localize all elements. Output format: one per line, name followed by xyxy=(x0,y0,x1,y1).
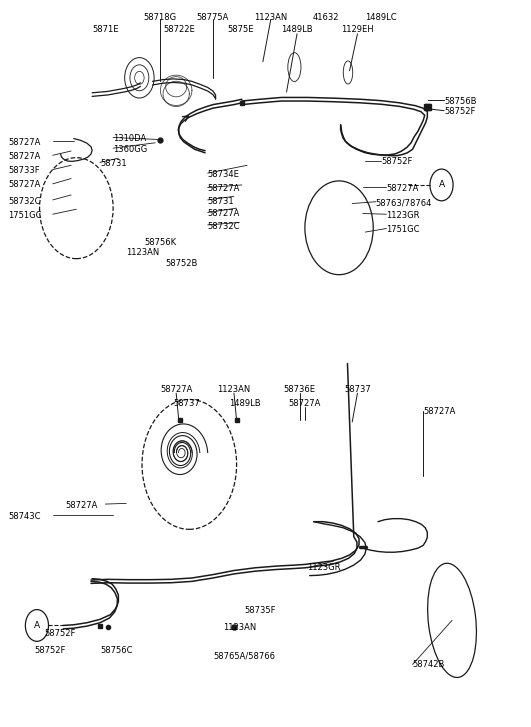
Text: 1129EH: 1129EH xyxy=(341,25,374,34)
Text: 58763/78764: 58763/78764 xyxy=(376,198,432,207)
Text: 58752B: 58752B xyxy=(166,259,198,268)
Text: 1123AN: 1123AN xyxy=(224,622,256,632)
Text: 58727A: 58727A xyxy=(8,137,40,147)
Text: 58727A: 58727A xyxy=(423,407,456,417)
Text: 58732C: 58732C xyxy=(8,196,40,206)
Text: 1489LB: 1489LB xyxy=(229,399,260,408)
Text: 1123GR: 1123GR xyxy=(307,563,341,572)
Text: 1123AN: 1123AN xyxy=(126,249,159,257)
Text: 1489LC: 1489LC xyxy=(365,12,397,22)
Text: 58756B: 58756B xyxy=(444,97,477,105)
Text: 58727A: 58727A xyxy=(8,152,40,161)
Text: 58737: 58737 xyxy=(173,399,200,408)
Text: 58736E: 58736E xyxy=(284,385,315,394)
Text: 1489LB: 1489LB xyxy=(281,25,313,34)
Text: 58727A: 58727A xyxy=(208,184,240,193)
Text: 5871E: 5871E xyxy=(92,25,118,34)
Text: 58752F: 58752F xyxy=(35,646,66,655)
Text: 58756K: 58756K xyxy=(144,238,177,246)
Text: 58727A: 58727A xyxy=(387,184,419,193)
Text: 58731: 58731 xyxy=(100,159,126,168)
Text: 58727A: 58727A xyxy=(66,501,98,510)
Text: 58743C: 58743C xyxy=(8,513,40,521)
Text: A: A xyxy=(34,621,40,630)
Text: 58718G: 58718G xyxy=(144,12,177,22)
Text: 58765A/58766: 58765A/58766 xyxy=(213,651,275,660)
Text: 1751GC: 1751GC xyxy=(8,211,41,220)
Text: 1123GR: 1123GR xyxy=(387,211,420,220)
Text: 58727A: 58727A xyxy=(8,180,40,190)
Text: 58722E: 58722E xyxy=(163,25,195,34)
Text: 5875E: 5875E xyxy=(228,25,254,34)
Text: 58752F: 58752F xyxy=(381,157,413,166)
Text: 1751GC: 1751GC xyxy=(387,225,420,234)
Text: 58732C: 58732C xyxy=(208,222,240,230)
Text: 58742B: 58742B xyxy=(413,660,445,669)
Text: 58735F: 58735F xyxy=(244,606,276,615)
Text: 58752F: 58752F xyxy=(444,108,476,116)
Text: 1123AN: 1123AN xyxy=(254,12,287,22)
Text: A: A xyxy=(439,180,444,190)
Text: 58727A: 58727A xyxy=(160,385,192,394)
Text: 58737: 58737 xyxy=(344,385,371,394)
Text: 58756C: 58756C xyxy=(100,646,133,655)
Text: 1123AN: 1123AN xyxy=(217,385,251,394)
Text: 1310DA: 1310DA xyxy=(113,134,147,143)
Text: 41632: 41632 xyxy=(313,12,339,22)
Text: 58775A: 58775A xyxy=(197,12,229,22)
Text: 1360GG: 1360GG xyxy=(113,145,148,153)
Text: 58727A: 58727A xyxy=(208,209,240,218)
Text: 58727A: 58727A xyxy=(289,399,321,408)
Text: 58734E: 58734E xyxy=(208,169,239,179)
Text: 58731: 58731 xyxy=(208,196,234,206)
Text: 58752F: 58752F xyxy=(45,630,76,638)
Text: 58733F: 58733F xyxy=(8,166,40,175)
